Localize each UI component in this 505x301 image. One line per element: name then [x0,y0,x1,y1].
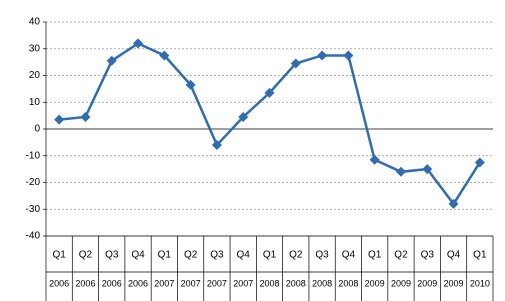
marker [185,79,196,90]
marker [317,50,328,61]
x-group-label: 2009 [444,278,464,288]
x-tick-label: Q1 [158,250,172,261]
marker [133,38,144,49]
x-tick-label: Q3 [210,250,224,261]
x-tick-label: Q1 [263,250,277,261]
x-tick-label: Q4 [342,250,356,261]
marker [80,111,91,122]
marker [211,140,222,151]
x-tick-label: Q2 [394,250,408,261]
x-group-label: 2008 [338,278,358,288]
marker [474,157,485,168]
x-group-label: 2008 [259,278,279,288]
y-tick-label: 40 [29,17,41,28]
marker [448,198,459,209]
x-group-label: 2007 [154,278,174,288]
x-group-label: 2010 [470,278,490,288]
marker [54,114,65,125]
marker [106,55,117,66]
x-group-label: 2006 [75,278,95,288]
y-tick-label: -20 [26,177,41,188]
x-group-label: 2008 [286,278,306,288]
y-tick-label: -10 [26,150,41,161]
marker [395,166,406,177]
y-tick-label: 10 [29,97,41,108]
x-group-label: 2007 [181,278,201,288]
line [59,41,481,207]
x-tick-label: Q3 [421,250,435,261]
x-tick-label: Q4 [237,250,251,261]
x-tick-label: Q4 [447,250,461,261]
x-group-label: 2008 [312,278,332,288]
x-tick-label: Q1 [52,250,66,261]
x-tick-label: Q2 [184,250,198,261]
x-group-label: 2009 [417,278,437,288]
y-tick-label: 30 [29,43,41,54]
marker [159,50,170,61]
x-group-label: 2006 [102,278,122,288]
marker [290,58,301,69]
x-group-label: 2006 [49,278,69,288]
y-tick-label: -30 [26,204,41,215]
y-tick-label: -40 [26,231,41,242]
marker [264,87,275,98]
y-tick-label: 0 [34,124,40,135]
x-tick-label: Q2 [79,250,93,261]
x-group-label: 2009 [391,278,411,288]
marker [343,50,354,61]
x-group-label: 2009 [365,278,385,288]
x-tick-label: Q1 [473,250,487,261]
x-group-label: 2007 [207,278,227,288]
x-group-label: 2006 [128,278,148,288]
marker [238,111,249,122]
marker [369,154,380,165]
x-tick-label: Q4 [131,250,145,261]
x-tick-label: Q2 [289,250,303,261]
x-tick-label: Q3 [105,250,119,261]
x-tick-label: Q3 [315,250,329,261]
marker [422,164,433,175]
y-tick-label: 20 [29,70,41,81]
x-tick-label: Q1 [368,250,382,261]
x-group-label: 2007 [233,278,253,288]
